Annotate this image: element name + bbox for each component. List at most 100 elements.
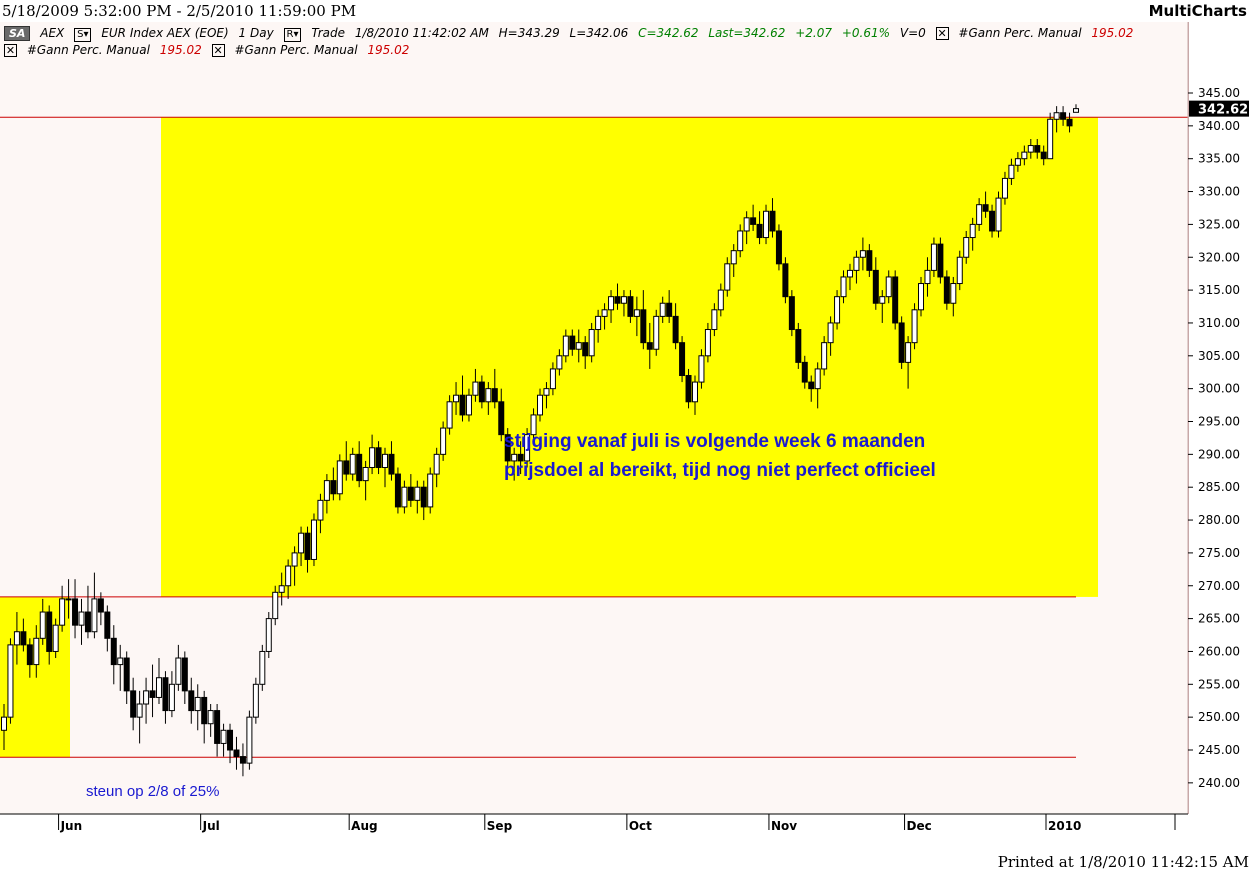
candle [478,375,485,409]
candle [343,441,350,481]
candle-body [285,565,292,587]
close-icon[interactable]: ✕ [935,27,949,40]
y-tick-label: 240.00 [1198,776,1240,790]
candle [336,454,343,501]
candle-body [369,447,376,468]
close-icon[interactable]: ✕ [4,44,17,57]
candle [52,618,59,659]
candle-body [1066,118,1073,127]
candle [433,447,440,488]
candle-body [259,650,266,685]
candle-body [834,296,841,324]
y-tick-label: 290.00 [1198,447,1240,461]
candle [440,421,447,461]
sa-badge[interactable]: SA [4,26,31,41]
candle-body [608,296,615,311]
legend-last: Last=342.62 [708,26,786,40]
candle-body [117,657,124,666]
candle [485,382,492,415]
y-tick-label: 340.00 [1198,119,1240,133]
s-toggle[interactable]: S▾ [74,28,92,42]
candle [595,309,602,343]
app-name: MultiCharts [1148,2,1247,20]
candle-body [110,637,117,666]
candle-body [291,552,298,567]
candle-body [188,690,195,712]
candle-body [782,263,789,298]
candle [33,625,40,678]
legend-high: H=343.29 [498,26,560,40]
candle [801,355,808,389]
candle [795,322,802,369]
candle-body [679,342,686,377]
candle [834,290,841,330]
legend-mode: Trade [311,26,345,40]
highlight-zone-upper [161,117,1098,597]
candle [537,388,543,422]
candle [633,296,640,337]
candle-body [181,657,188,692]
candle [717,283,724,317]
y-tick-label: 320.00 [1198,250,1240,264]
candle-body [717,289,724,311]
legend-volume: V=0 [899,26,926,40]
candle [601,303,608,330]
candle [814,362,821,409]
candle [394,467,401,514]
indicator-name: #Gann Perc. Manual [26,43,150,57]
candle-body [265,618,272,652]
candle-body [407,486,414,501]
y-tick-label: 345.00 [1198,86,1240,100]
candle [1021,145,1028,166]
candle [950,276,957,317]
candle-body [698,355,705,383]
candle-body [840,276,847,298]
close-icon[interactable]: ✕ [211,44,225,57]
candle-body [775,230,782,265]
x-tick-label: Nov [771,819,797,833]
candle [840,270,847,304]
legend-interval: 1 Day [238,26,274,40]
candle [453,382,460,415]
candle-body [478,381,485,403]
y-tick-label: 250.00 [1198,710,1240,724]
candle [7,638,14,724]
candle [162,671,169,724]
candle [763,204,770,245]
candle [110,625,117,685]
candle [136,690,143,744]
candle-body [155,677,162,698]
candle [1047,112,1054,160]
y-tick-label: 255.00 [1198,677,1240,691]
candle-body [1040,151,1047,160]
y-tick-label: 300.00 [1198,382,1240,396]
candle-body [872,269,879,304]
candle-body [1053,112,1060,120]
candle [207,704,214,737]
legend-instrument: EUR Index AEX (EOE) [101,26,229,40]
candle-body [459,394,466,416]
candle-body [691,381,698,403]
candle [1053,106,1060,133]
candle [872,257,879,310]
candle [84,585,91,639]
candle-body [859,250,866,258]
candle [982,191,989,218]
candle [1066,112,1073,133]
candle [362,460,369,501]
candle [214,704,221,757]
candle [39,598,46,645]
candle-body [498,401,505,436]
candle [20,618,27,652]
candle [117,644,124,691]
candle [1073,104,1079,113]
candle [356,441,363,488]
candle [375,441,382,475]
y-tick-label: 275.00 [1198,546,1240,560]
candle-body [969,223,976,239]
candle-body [821,342,828,370]
candle [459,375,466,422]
r-toggle[interactable]: R▾ [283,28,302,42]
candle [756,211,763,245]
